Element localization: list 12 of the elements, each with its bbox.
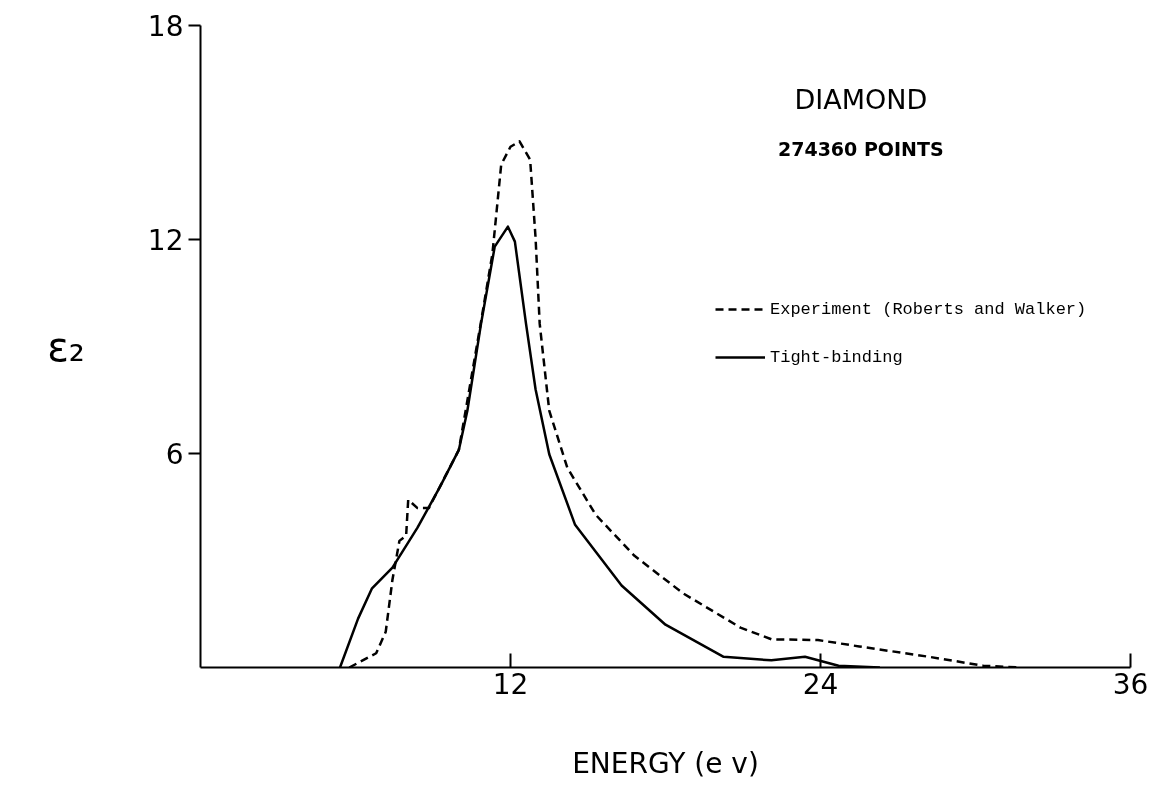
y-tick-label: 18	[147, 10, 184, 43]
y-tick-label: 6	[165, 438, 184, 471]
x-tick-label: 36	[1112, 667, 1149, 701]
x-tick-label: 24	[802, 667, 839, 701]
y-axis-title: ε₂	[47, 323, 85, 370]
x-axis-title: ENERGY (e v)	[572, 746, 759, 780]
text: DIAMOND	[794, 84, 928, 116]
x-tick-label: 12	[492, 667, 529, 701]
text: 274360 POINTS	[777, 138, 944, 161]
y-tick-label: 12	[147, 224, 184, 257]
legend-label: Tight-binding	[770, 347, 903, 367]
legend-label: Experiment (Roberts and Walker)	[770, 299, 1087, 319]
